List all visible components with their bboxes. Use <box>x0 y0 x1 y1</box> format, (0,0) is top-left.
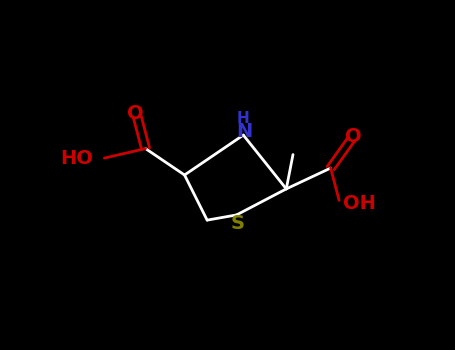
Text: OH: OH <box>343 194 375 214</box>
Text: N: N <box>236 122 253 141</box>
Text: S: S <box>231 214 245 233</box>
Text: H: H <box>237 111 250 126</box>
Text: O: O <box>126 104 143 123</box>
Text: HO: HO <box>60 148 93 168</box>
Text: O: O <box>345 127 362 146</box>
